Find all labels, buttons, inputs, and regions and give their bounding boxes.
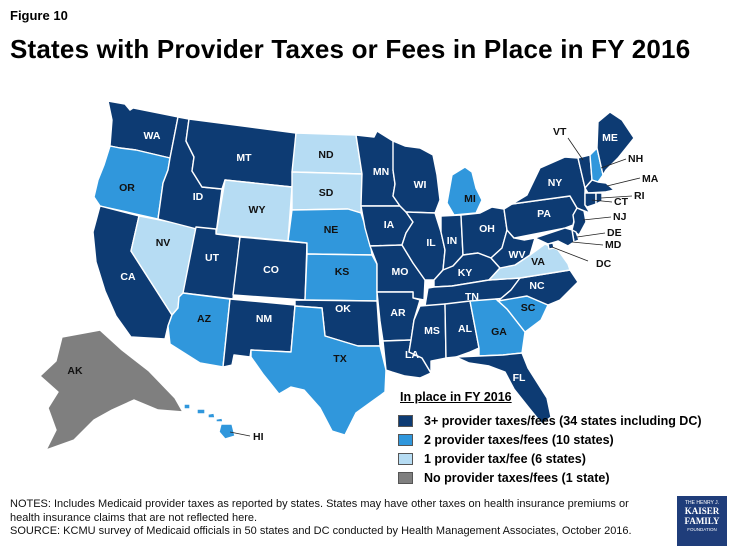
legend-label-cat2: 2 provider taxes/fees (10 states): [424, 432, 614, 447]
label-NJ: NJ: [613, 211, 627, 223]
legend-swatch-cat3: [398, 414, 413, 427]
notes-source: NOTES: Includes Medicaid provider taxes …: [10, 498, 650, 539]
state-WI[interactable]: [392, 140, 441, 214]
label-NY: NY: [548, 177, 563, 189]
label-IA: IA: [384, 219, 395, 231]
label-TN: TN: [465, 291, 479, 303]
figure-label: Figure 10: [10, 8, 68, 23]
notes-line-2: health insurance claims that are not ref…: [10, 511, 258, 524]
state-TX[interactable]: [250, 305, 387, 436]
label-MI: MI: [464, 193, 476, 205]
state-DC[interactable]: [547, 242, 555, 250]
label-WY: WY: [249, 204, 266, 216]
label-WA: WA: [144, 130, 161, 142]
label-OR: OR: [119, 182, 135, 194]
label-VA: VA: [531, 256, 545, 268]
label-WI: WI: [414, 179, 427, 191]
legend-label-cat1: 1 provider tax/fee (6 states): [424, 451, 586, 466]
page-title: States with Provider Taxes or Fees in Pl…: [10, 34, 691, 64]
label-MA: MA: [642, 173, 659, 185]
label-MS: MS: [424, 325, 440, 337]
label-DE: DE: [607, 227, 622, 239]
legend-swatch-cat1: [398, 452, 413, 465]
label-CT: CT: [614, 196, 629, 208]
map-legend: In place in FY 2016 3+ provider taxes/fe…: [398, 390, 702, 487]
legend-item-cat1: 1 provider tax/fee (6 states): [398, 449, 702, 468]
label-ME: ME: [602, 132, 618, 144]
logo-line-3: FOUNDATION: [687, 527, 717, 532]
logo-line-1: THE HENRY J.: [685, 500, 719, 506]
label-KY: KY: [458, 267, 473, 279]
label-SD: SD: [319, 187, 334, 199]
label-TX: TX: [333, 353, 346, 365]
label-NV: NV: [156, 237, 171, 249]
label-PA: PA: [537, 208, 551, 220]
label-NC: NC: [529, 280, 545, 292]
state-IL[interactable]: [401, 211, 446, 281]
label-RI: RI: [634, 190, 645, 202]
label-UT: UT: [205, 252, 220, 264]
source-line: SOURCE: KCMU survey of Medicaid official…: [10, 525, 632, 537]
legend-swatch-cat2: [398, 433, 413, 446]
state-MI[interactable]: [446, 166, 483, 216]
label-KS: KS: [335, 266, 350, 278]
state-RI[interactable]: [595, 192, 603, 205]
label-MT: MT: [236, 152, 252, 164]
label-ID: ID: [193, 191, 204, 203]
notes-line-1: NOTES: Includes Medicaid provider taxes …: [10, 498, 629, 510]
label-IN: IN: [447, 235, 458, 247]
logo-line-2b: FAMILY: [684, 516, 720, 526]
legend-title: In place in FY 2016: [400, 390, 512, 404]
label-NH: NH: [628, 153, 643, 165]
label-AR: AR: [390, 307, 406, 319]
label-OH: OH: [479, 223, 495, 235]
legend-item-cat3: 3+ provider taxes/fees (34 states includ…: [398, 411, 702, 430]
legend-item-cat2: 2 provider taxes/fees (10 states): [398, 430, 702, 449]
label-NE: NE: [324, 224, 339, 236]
label-AL: AL: [458, 323, 473, 335]
label-AZ: AZ: [197, 313, 212, 325]
label-AK: AK: [67, 365, 83, 377]
label-MD: MD: [605, 239, 622, 251]
label-GA: GA: [491, 326, 507, 338]
state-NH[interactable]: [589, 147, 604, 183]
kff-logo: THE HENRY J. KAISER FAMILY FOUNDATION: [677, 496, 727, 546]
label-LA: LA: [405, 349, 419, 361]
state-ME[interactable]: [596, 111, 635, 176]
label-CO: CO: [263, 264, 279, 276]
label-IL: IL: [426, 237, 436, 249]
state-CT[interactable]: [584, 192, 597, 208]
state-FL[interactable]: [455, 352, 552, 425]
label-WV: WV: [509, 249, 526, 261]
state-AK[interactable]: [39, 329, 184, 451]
label-ND: ND: [318, 149, 334, 161]
label-CA: CA: [120, 271, 136, 283]
label-FL: FL: [513, 372, 526, 384]
legend-item-cat0: No provider taxes/fees (1 state): [398, 468, 702, 487]
label-OK: OK: [335, 303, 351, 315]
label-MN: MN: [373, 166, 389, 178]
state-HI[interactable]: [183, 403, 236, 440]
label-SC: SC: [521, 302, 536, 314]
legend-swatch-cat0: [398, 471, 413, 484]
label-DC: DC: [596, 258, 612, 270]
label-HI: HI: [253, 431, 264, 443]
label-VT: VT: [553, 126, 567, 138]
logo-line-2a: KAISER: [684, 506, 720, 516]
legend-label-cat3: 3+ provider taxes/fees (34 states includ…: [424, 413, 702, 428]
state-NC[interactable]: [497, 269, 579, 306]
legend-label-cat0: No provider taxes/fees (1 state): [424, 470, 610, 485]
state-labels: WA OR CA NV ID MT WY UT CO AZ NM ND SD N…: [67, 126, 658, 443]
label-MO: MO: [392, 266, 409, 278]
label-NM: NM: [256, 313, 273, 325]
